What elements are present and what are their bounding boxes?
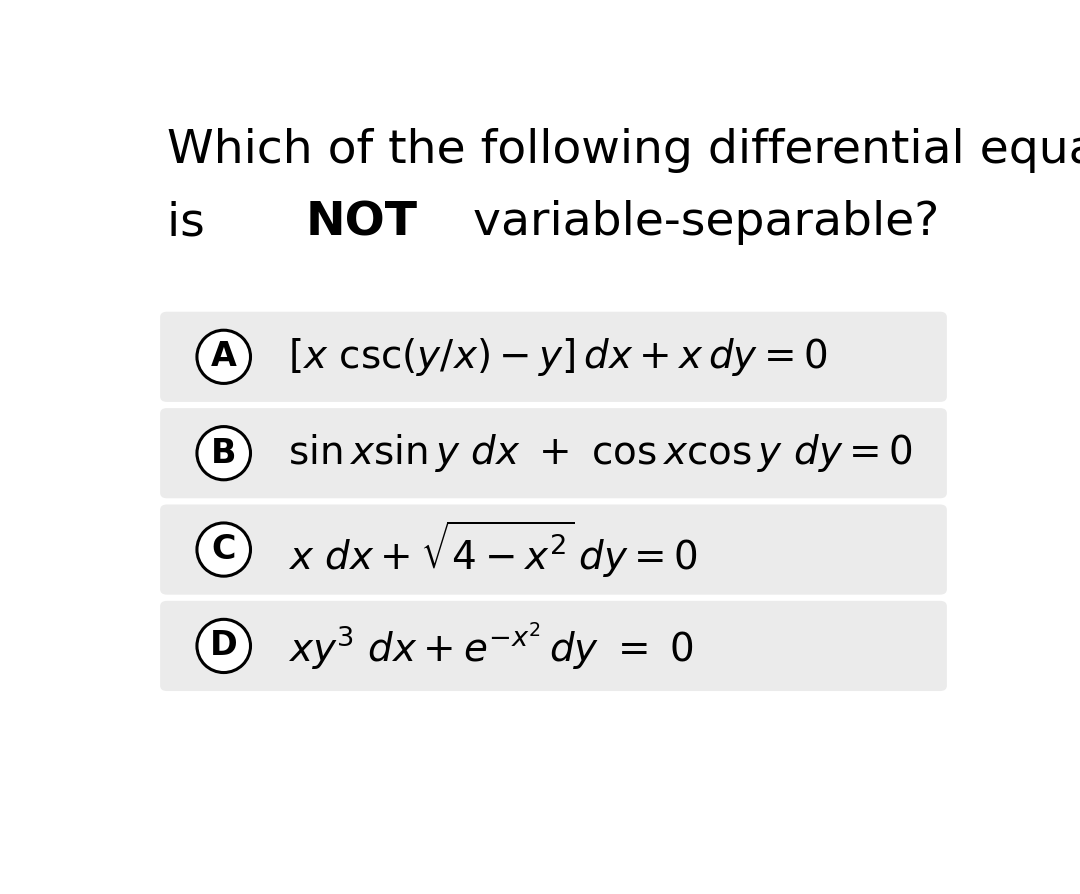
Text: $x\ dx + \sqrt{4 - x^2}\,dy = 0$: $x\ dx + \sqrt{4 - x^2}\,dy = 0$ — [288, 519, 699, 580]
Text: is: is — [166, 200, 219, 245]
FancyBboxPatch shape — [160, 504, 947, 595]
Text: A: A — [211, 341, 237, 374]
FancyBboxPatch shape — [160, 408, 947, 498]
Text: $\sin x \sin y\ dx\ +\ \cos x \cos y\ dy = 0$: $\sin x \sin y\ dx\ +\ \cos x \cos y\ dy… — [288, 432, 913, 474]
Text: variable-separable?: variable-separable? — [458, 200, 940, 245]
FancyBboxPatch shape — [160, 601, 947, 691]
Ellipse shape — [197, 330, 251, 384]
Ellipse shape — [197, 620, 251, 672]
Text: C: C — [212, 533, 235, 566]
FancyBboxPatch shape — [160, 312, 947, 402]
Text: $xy^3\ dx + e^{-x^2}\,dy\ =\ 0$: $xy^3\ dx + e^{-x^2}\,dy\ =\ 0$ — [288, 620, 694, 671]
Text: Which of the following differential equations: Which of the following differential equa… — [166, 128, 1080, 173]
Text: B: B — [211, 436, 237, 469]
Text: $[x\ \mathrm{csc}(y/x) - y]\,dx + x\,dy = 0$: $[x\ \mathrm{csc}(y/x) - y]\,dx + x\,dy … — [288, 336, 828, 378]
Text: NOT: NOT — [306, 200, 417, 245]
Ellipse shape — [197, 426, 251, 480]
Ellipse shape — [197, 523, 251, 576]
Text: D: D — [210, 629, 238, 662]
